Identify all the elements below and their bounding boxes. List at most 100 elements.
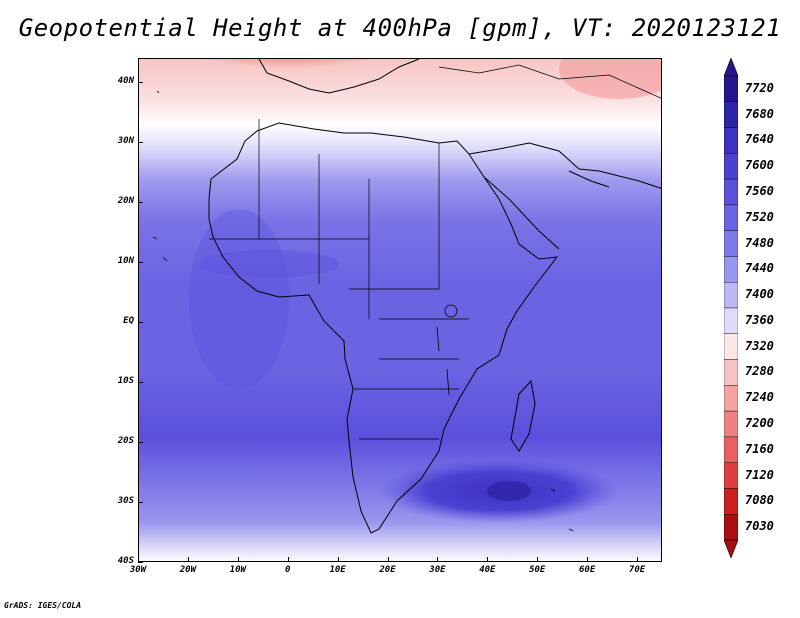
lat-label: 20N: [117, 196, 134, 206]
lon-tick: [337, 557, 339, 562]
lon-label: 70E: [628, 565, 646, 575]
lon-label: 30E: [429, 565, 446, 575]
lat-label: 30S: [117, 496, 134, 506]
chart-title: Geopotential Height at 400hPa [gpm], VT:…: [18, 14, 782, 42]
country-borders: [209, 119, 469, 440]
lat-tick: [138, 202, 143, 203]
colorbar-top-arrow: [723, 57, 739, 77]
lon-label: 20W: [179, 565, 197, 575]
west-africa-band: [199, 250, 339, 278]
colorbar-label: 7600: [745, 158, 774, 173]
lat-tick: [138, 562, 143, 563]
colorbar-segment: [723, 333, 739, 360]
lat-tick: [138, 262, 143, 263]
colorbar-bottom-arrow: [723, 539, 739, 559]
lon-label: 10W: [229, 565, 246, 575]
islands: [152, 90, 574, 532]
colorbar-label: 7240: [745, 390, 774, 405]
colorbar-segment: [723, 153, 739, 180]
colorbar-label: 7720: [745, 80, 774, 95]
colorbar-label: 7560: [745, 184, 774, 198]
lat-tick: [138, 502, 143, 503]
colorbar-label: 7680: [745, 106, 774, 121]
lat-tick: [138, 322, 143, 323]
colorbar-label: 7640: [745, 132, 774, 147]
lon-label: 20E: [379, 565, 396, 575]
atlantic-high: [189, 209, 289, 389]
lon-label: 30W: [129, 565, 147, 575]
persian-gulf: [568, 170, 610, 188]
arabian-coast: [468, 142, 661, 189]
colorbar-segment: [723, 127, 739, 154]
lon-tick: [287, 557, 289, 562]
colorbar-segment: [723, 256, 739, 283]
lon-label: 40E: [479, 565, 496, 575]
lon-tick: [487, 557, 489, 562]
lon-tick: [537, 557, 539, 562]
lat-label: 10N: [117, 256, 134, 266]
colorbar-segment: [723, 204, 739, 231]
colorbar-label: 7030: [745, 519, 774, 534]
colorbar-segment: [723, 230, 739, 257]
colorbar-segment: [723, 75, 739, 102]
colorbar-segment: [723, 462, 739, 489]
colorbar-label: 7360: [745, 312, 774, 327]
colorbar-segment: [723, 178, 739, 206]
southern-europe: [258, 59, 420, 94]
east-low: [559, 59, 661, 99]
lon-tick: [138, 557, 139, 562]
lat-label: 40N: [117, 76, 134, 86]
colorbar-segment: [723, 436, 739, 463]
lon-tick: [637, 557, 639, 562]
colorbar-label: 7120: [745, 467, 774, 482]
colorbar-segment: [723, 410, 739, 438]
lon-tick: [387, 557, 389, 562]
madagascar: [510, 379, 536, 452]
lon-tick: [187, 557, 189, 562]
lat-tick: [138, 382, 143, 383]
lat-tick: [138, 142, 143, 143]
colorbar-label: 7520: [745, 209, 774, 224]
colorbar-label: 7400: [745, 287, 774, 302]
southern-low: [330, 543, 468, 561]
map-plot-area: [138, 58, 662, 562]
lon-tick: [587, 557, 589, 562]
height-field-map: [139, 59, 661, 561]
lake-victoria: [444, 304, 458, 318]
lon-tick: [237, 557, 239, 562]
colorbar-graphic: [723, 57, 739, 559]
red-sea: [483, 176, 560, 250]
lat-tick: [138, 82, 143, 83]
colorbar-label: 7080: [745, 493, 774, 508]
lon-tick: [437, 557, 439, 562]
colorbar-segment: [723, 514, 739, 541]
colorbar-segment: [723, 385, 739, 412]
colorbar-segment: [723, 488, 739, 515]
colorbar-segment: [723, 282, 739, 309]
coastlines: [152, 59, 661, 534]
mediterranean-low: [159, 59, 419, 109]
lat-label: 30N: [117, 136, 134, 146]
colorbar-segment: [723, 359, 739, 386]
colorbar-segment: [723, 101, 739, 128]
lon-label: 0: [284, 565, 291, 575]
rift-lakes: [436, 326, 450, 396]
colorbar-label: 7280: [745, 364, 774, 379]
high-core: [487, 481, 531, 501]
colorbar-label: 7440: [745, 261, 774, 276]
lat-label: 10S: [117, 376, 134, 386]
colorbar-label: 7320: [745, 338, 774, 353]
lat-label: 40S: [117, 556, 134, 566]
lat-label: 20S: [117, 436, 134, 446]
lon-label: 10E: [329, 565, 346, 575]
grads-credit: GrADS: IGES/COLA: [4, 601, 82, 610]
lat-tick: [138, 442, 143, 443]
lat-label: EQ: [123, 316, 134, 326]
colorbar: [723, 57, 739, 559]
colorbar-label: 7480: [745, 235, 774, 250]
asian-borders: [438, 64, 661, 99]
lon-label: 60E: [579, 565, 596, 575]
colorbar-label: 7160: [745, 441, 774, 456]
lon-label: 50E: [529, 565, 546, 575]
colorbar-segment: [723, 307, 739, 334]
